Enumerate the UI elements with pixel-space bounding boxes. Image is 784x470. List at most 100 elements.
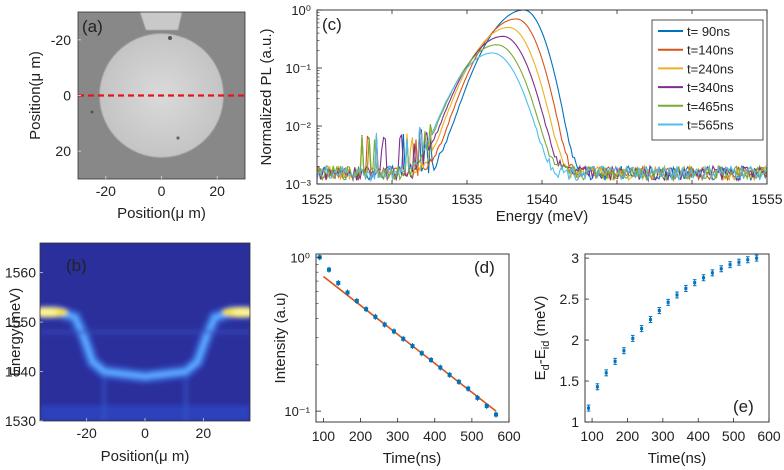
data-point xyxy=(484,403,489,408)
b-xtick-label: -20 xyxy=(77,425,97,441)
data-point xyxy=(391,329,396,334)
micro-defect xyxy=(168,36,172,40)
data-point xyxy=(466,386,471,391)
legend-label-4: t=340ns xyxy=(687,80,734,95)
panel-e-frame xyxy=(584,253,770,423)
c-xtick-label: 1550 xyxy=(676,191,707,207)
data-point xyxy=(429,357,434,362)
c-ytick-label: 10⁻¹ xyxy=(285,61,311,76)
data-point xyxy=(587,406,591,410)
data-point xyxy=(684,286,688,290)
data-point xyxy=(719,267,723,271)
data-point xyxy=(675,293,679,297)
d-ytick-label: 10⁰ xyxy=(290,250,310,265)
panel-d-xlabel: Time(ns) xyxy=(383,450,442,467)
b-ytick-label: 1540 xyxy=(5,364,36,380)
data-point xyxy=(438,365,443,370)
data-point xyxy=(622,349,626,353)
data-point xyxy=(494,412,499,417)
data-point xyxy=(710,271,714,275)
e-ytick-label: 1.5 xyxy=(560,373,580,389)
data-point xyxy=(447,372,452,377)
legend-label-6: t=565ns xyxy=(687,118,734,133)
panel-e-ylabel: Ed-Eid (meV) xyxy=(532,296,552,381)
heatmap-peak-right-core xyxy=(232,309,250,316)
c-xtick-label: 1535 xyxy=(451,191,482,207)
panel-e-xlabel: Time(ns) xyxy=(648,450,707,467)
a-ytick-label: -20 xyxy=(51,32,71,48)
b-ytick-label: 1550 xyxy=(5,314,36,330)
panel-d-ylabel: Intensity (a.u) xyxy=(272,293,289,384)
data-point xyxy=(666,300,670,304)
data-point xyxy=(755,256,759,260)
data-point xyxy=(693,281,697,285)
b-ytick-label: 1560 xyxy=(5,265,36,281)
legend-box xyxy=(651,19,764,141)
e-ytick-label: 2.5 xyxy=(560,291,580,307)
d-xtick-label: 100 xyxy=(312,428,336,444)
panel-b-label: (b) xyxy=(66,256,87,275)
a-xtick-label: 0 xyxy=(158,183,166,199)
panel-a-xlabel: Position(μ m) xyxy=(117,205,206,222)
data-point xyxy=(326,267,331,272)
d-xtick-label: 500 xyxy=(460,428,484,444)
b-xtick-label: 20 xyxy=(196,425,212,441)
c-ytick-label: 10⁻² xyxy=(285,119,311,134)
data-point xyxy=(382,322,387,327)
data-point xyxy=(475,395,480,400)
heatmap-floor-band xyxy=(40,405,250,421)
c-xtick-label: 1530 xyxy=(376,191,407,207)
data-point xyxy=(373,314,378,319)
panel-e-label: (e) xyxy=(733,397,754,416)
panel-b: -20 0 20 1530 1540 1550 1560 (b) Position(μ m)… xyxy=(5,242,251,465)
c-ytick-label: 10⁻³ xyxy=(285,177,311,192)
ylabel-e-sub1: d xyxy=(540,364,552,370)
b-xtick-label: 0 xyxy=(141,425,149,441)
e-xtick-label: 200 xyxy=(616,428,640,444)
ylabel-e-sub2: id xyxy=(540,341,552,350)
data-point xyxy=(410,344,415,349)
a-xtick-label: 20 xyxy=(209,183,225,199)
a-xtick-label: -20 xyxy=(96,183,116,199)
e-xtick-label: 300 xyxy=(651,428,675,444)
panel-a-label: (a) xyxy=(82,17,103,36)
e-xtick-label: 400 xyxy=(687,428,711,444)
d-ytick-label: 10⁻¹ xyxy=(284,404,310,419)
e-ytick-label: 3 xyxy=(571,250,579,266)
ylabel-e-unit: (meV) xyxy=(532,296,549,341)
data-point xyxy=(728,263,732,267)
ylabel-e-mid: -E xyxy=(532,349,549,364)
e-xtick-label: 100 xyxy=(580,428,604,444)
legend-label-5: t=465ns xyxy=(687,99,734,114)
e-ytick-label: 2 xyxy=(571,332,579,348)
data-point xyxy=(419,351,424,356)
legend: t= 90ns t=140ns t=240ns t=340ns t=465ns t=565… xyxy=(651,19,764,141)
data-point xyxy=(364,307,369,312)
data-point xyxy=(336,281,341,286)
data-point xyxy=(345,290,350,295)
c-xtick-label: 1555 xyxy=(751,191,782,207)
panel-d-frame xyxy=(315,253,510,423)
b-ytick-label: 1530 xyxy=(5,413,36,429)
series-line-6 xyxy=(317,52,767,182)
data-point xyxy=(631,336,635,340)
panel-b-ylabel: Energy(meV) xyxy=(7,288,24,376)
c-xtick-label: 1540 xyxy=(526,191,557,207)
legend-label-2: t=140ns xyxy=(687,43,734,58)
d-xtick-label: 600 xyxy=(497,428,521,444)
e-ytick-label: 1 xyxy=(571,414,579,430)
data-point xyxy=(456,379,461,384)
panel-c-ylabel: Normalized PL (a.u.) xyxy=(258,29,275,166)
data-point xyxy=(604,371,608,375)
c-ytick-label: 10⁰ xyxy=(291,3,311,18)
data-point xyxy=(613,359,617,363)
e-xtick-label: 500 xyxy=(722,428,746,444)
c-xtick-label: 1545 xyxy=(601,191,632,207)
data-point xyxy=(595,385,599,389)
panel-a-ylabel: Position(μ m) xyxy=(27,51,44,140)
fit-line xyxy=(322,275,497,412)
data-point xyxy=(648,318,652,322)
panel-d-label: (d) xyxy=(474,258,495,277)
a-ytick-label: 0 xyxy=(63,88,71,104)
